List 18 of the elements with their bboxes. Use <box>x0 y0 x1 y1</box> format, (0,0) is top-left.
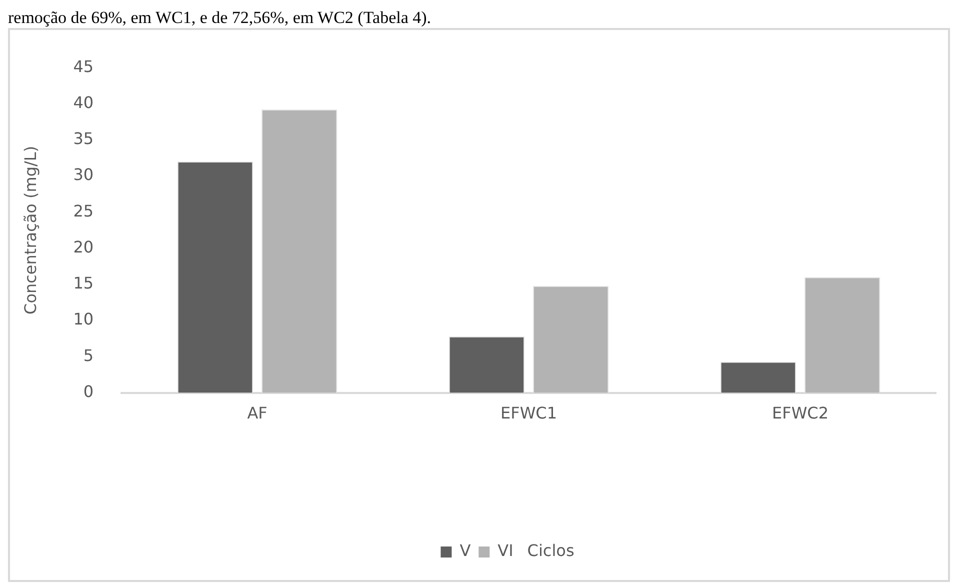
y-tick-label: 45 <box>73 56 94 76</box>
y-tick-label: 30 <box>73 165 94 184</box>
x-tick-label: EFWC1 <box>500 404 558 423</box>
legend-title: Ciclos <box>527 541 574 560</box>
y-tick-label: 0 <box>83 382 94 401</box>
y-tick-label: 25 <box>73 201 94 220</box>
y-tick-label: 10 <box>73 310 94 329</box>
y-tick-label: 40 <box>73 92 94 112</box>
legend-label: V <box>460 541 471 560</box>
y-tick-label: 15 <box>73 274 94 293</box>
text: remoção de 69%, em WC1, e de 72,56%, em WC2 (Tabela 4). <box>8 8 432 28</box>
y-tick-label: 20 <box>73 237 94 256</box>
y-tick-label: 5 <box>83 346 94 365</box>
x-tick-label: EFWC2 <box>772 404 828 423</box>
legend-label: VI <box>498 541 514 560</box>
y-tick-label: 35 <box>73 129 94 148</box>
y-axis-title: Concentração (mg/L) <box>20 146 40 314</box>
x-tick-label: AF <box>247 404 268 423</box>
